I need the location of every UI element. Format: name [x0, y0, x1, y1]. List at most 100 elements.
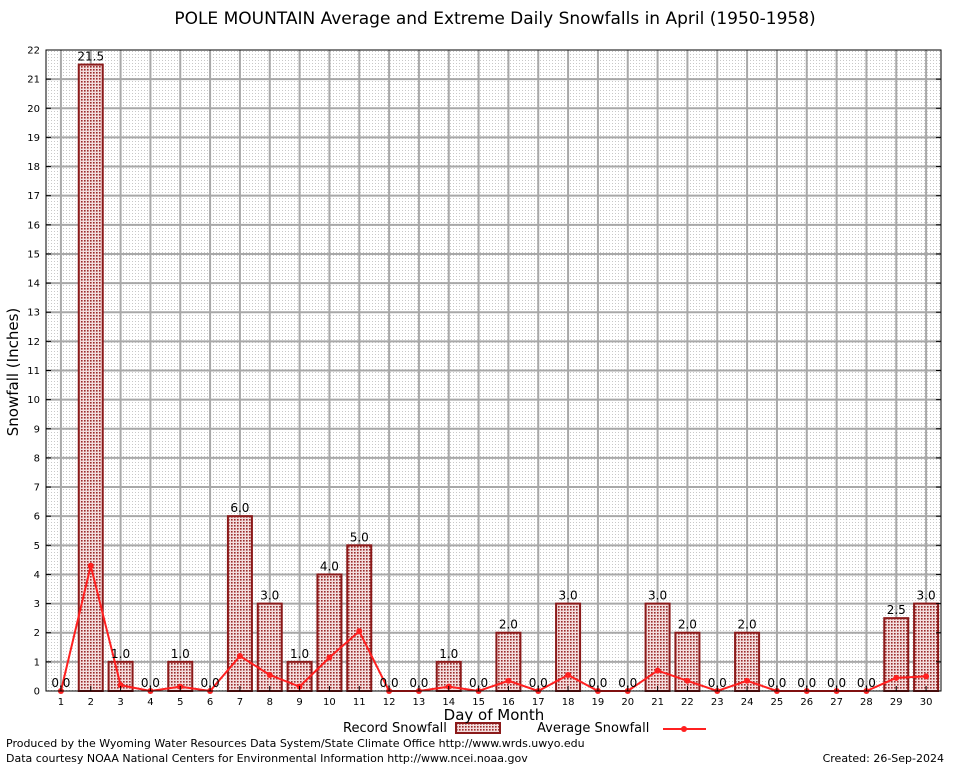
legend-average-label: Average Snowfall: [537, 721, 650, 736]
average-point: [923, 673, 930, 680]
record-value-label: 0.0: [141, 676, 160, 690]
x-tick-label: 4: [147, 697, 153, 708]
chart-title: POLE MOUNTAIN Average and Extreme Daily …: [174, 9, 816, 29]
record-value-label: 0.0: [618, 676, 637, 690]
average-point: [505, 677, 512, 684]
average-point: [266, 671, 273, 678]
average-point: [565, 671, 572, 678]
record-value-label: 3.0: [260, 589, 279, 603]
x-tick-label: 20: [621, 697, 634, 708]
record-value-label: 2.5: [887, 603, 906, 617]
y-tick-label: 4: [34, 570, 40, 581]
average-point: [654, 667, 661, 674]
x-tick-label: 29: [890, 697, 903, 708]
legend-record-label: Record Snowfall: [343, 721, 447, 736]
record-value-label: 2.0: [499, 618, 518, 632]
record-value-label: 5.0: [350, 530, 369, 544]
record-value-label: 0.0: [827, 676, 846, 690]
y-tick-label: 9: [34, 424, 40, 435]
x-tick-label: 28: [860, 697, 873, 708]
record-value-label: 0.0: [797, 676, 816, 690]
record-bar: [346, 544, 373, 692]
record-value-label: 0.0: [529, 676, 548, 690]
average-point: [684, 677, 691, 684]
x-tick-label: 21: [651, 697, 664, 708]
average-point: [236, 653, 243, 660]
record-value-label: 1.0: [439, 647, 458, 661]
y-tick-label: 15: [27, 249, 40, 260]
y-tick-label: 13: [27, 308, 40, 319]
average-point: [893, 674, 900, 681]
x-tick-label: 14: [442, 697, 455, 708]
record-value-label: 3.0: [648, 589, 667, 603]
x-tick-label: 19: [592, 697, 605, 708]
average-point: [87, 562, 94, 569]
y-tick-label: 11: [27, 366, 40, 377]
credit-line-2: Data courtesy NOAA National Centers for …: [6, 752, 528, 765]
record-value-label: 0.0: [767, 676, 786, 690]
x-tick-label: 23: [711, 697, 724, 708]
y-tick-label: 12: [27, 337, 40, 348]
legend-average-marker: [681, 726, 687, 732]
record-value-label: 1.0: [111, 647, 130, 661]
x-tick-label: 7: [237, 697, 243, 708]
record-value-label: 0.0: [380, 676, 399, 690]
record-value-label: 1.0: [171, 647, 190, 661]
y-tick-label: 14: [27, 279, 40, 290]
x-tick-label: 18: [562, 697, 575, 708]
average-point: [117, 682, 124, 689]
x-tick-label: 16: [502, 697, 515, 708]
record-value-label: 1.0: [290, 647, 309, 661]
average-point: [326, 654, 333, 661]
y-tick-label: 18: [27, 162, 40, 173]
x-tick-label: 9: [296, 697, 302, 708]
x-tick-label: 6: [207, 697, 213, 708]
record-value-label: 3.0: [917, 589, 936, 603]
x-tick-label: 10: [323, 697, 336, 708]
record-value-label: 0.0: [201, 676, 220, 690]
x-tick-label: 13: [413, 697, 426, 708]
y-tick-label: 6: [34, 512, 40, 523]
x-tick-label: 22: [681, 697, 694, 708]
record-value-label: 0.0: [708, 676, 727, 690]
y-tick-label: 8: [34, 453, 40, 464]
x-tick-label: 5: [177, 697, 183, 708]
x-tick-label: 3: [117, 697, 123, 708]
average-point: [744, 677, 751, 684]
record-value-label: 0.0: [857, 676, 876, 690]
record-value-label: 4.0: [320, 559, 339, 573]
y-tick-label: 19: [27, 133, 40, 144]
y-tick-label: 0: [34, 687, 40, 698]
record-bar: [316, 573, 343, 692]
x-tick-label: 12: [383, 697, 396, 708]
x-tick-label: 2: [88, 697, 94, 708]
legend-record-swatch: [455, 722, 501, 734]
record-value-label: 3.0: [559, 589, 578, 603]
x-tick-label: 24: [741, 697, 754, 708]
x-tick-label: 11: [353, 697, 366, 708]
x-tick-label: 27: [830, 697, 843, 708]
x-tick-label: 26: [800, 697, 813, 708]
x-axis-label: Day of Month: [443, 706, 545, 724]
y-tick-label: 20: [27, 104, 40, 115]
x-tick-label: 25: [771, 697, 784, 708]
record-value-label: 6.0: [230, 501, 249, 515]
y-tick-label: 21: [27, 75, 40, 86]
x-tick-label: 17: [532, 697, 545, 708]
record-value-label: 0.0: [469, 676, 488, 690]
y-tick-label: 22: [27, 46, 40, 57]
record-value-label: 2.0: [738, 618, 757, 632]
y-tick-label: 7: [34, 483, 40, 494]
y-axis-label: Snowfall (Inches): [4, 307, 22, 437]
record-value-label: 2.0: [678, 618, 697, 632]
x-tick-label: 15: [472, 697, 485, 708]
x-tick-label: 8: [267, 697, 273, 708]
credit-line-1: Produced by the Wyoming Water Resources …: [6, 737, 585, 750]
y-tick-label: 10: [27, 395, 40, 406]
y-tick-label: 2: [34, 628, 40, 639]
x-tick-label: 30: [920, 697, 933, 708]
record-bar: [644, 602, 671, 692]
y-tick-label: 16: [27, 220, 40, 231]
y-tick-label: 5: [34, 541, 40, 552]
